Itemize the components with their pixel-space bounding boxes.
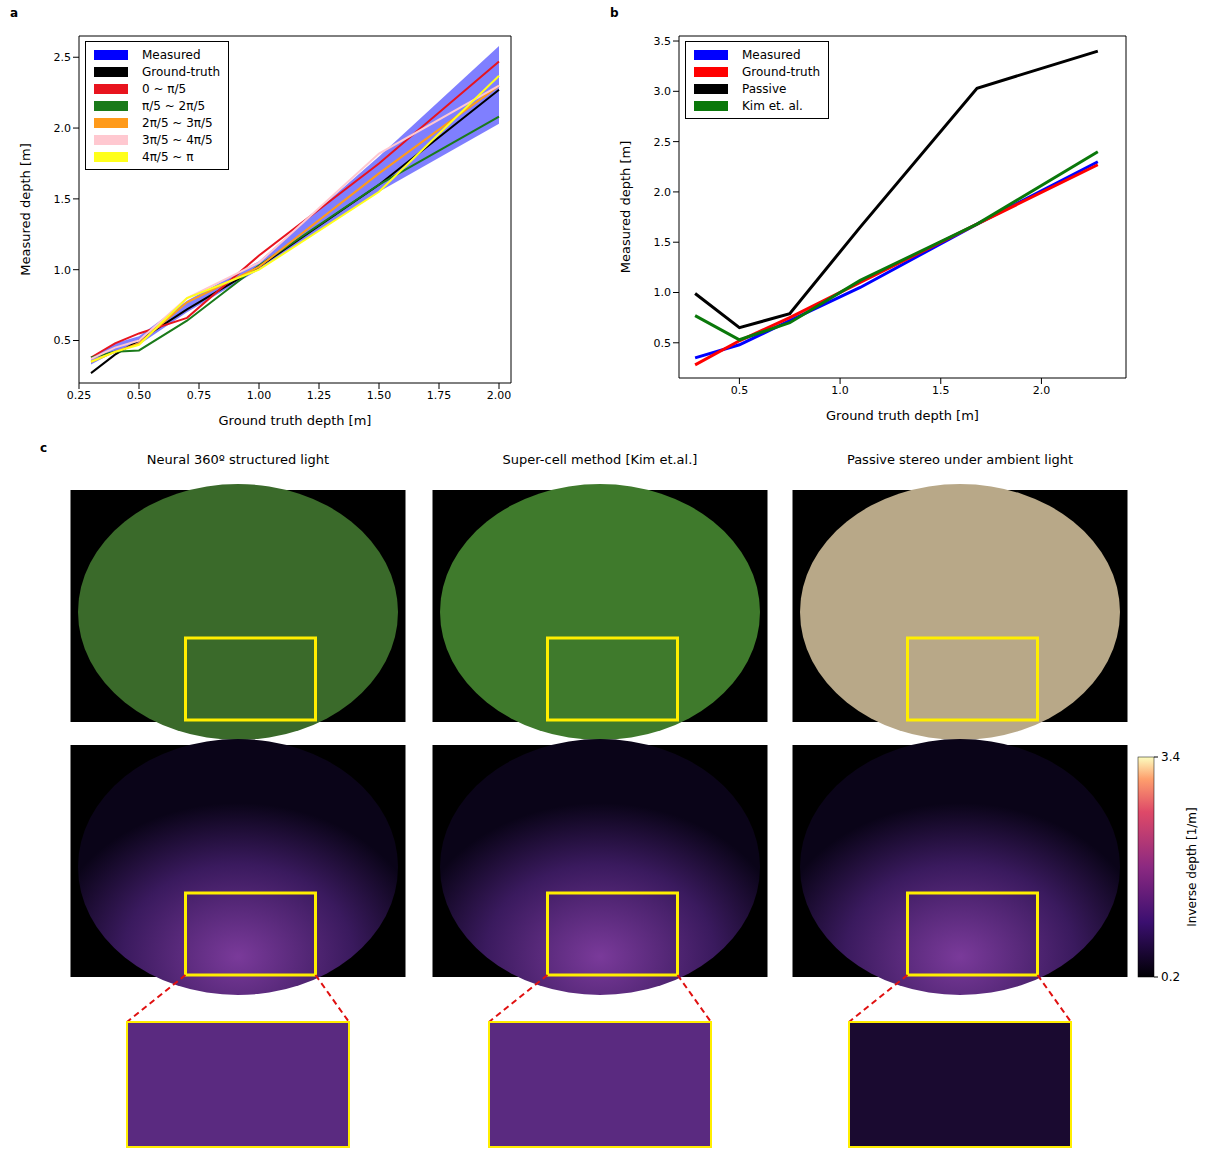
svg-text:c: c <box>40 441 47 455</box>
svg-text:Passive stereo under ambient l: Passive stereo under ambient light <box>847 452 1073 467</box>
svg-text:0.50: 0.50 <box>127 389 152 402</box>
html-text:Ground-truth: Ground-truth <box>142 64 220 79</box>
svg-text:2.5: 2.5 <box>54 51 72 64</box>
svg-text:2.00: 2.00 <box>487 389 512 402</box>
svg-text:1.5: 1.5 <box>54 193 72 206</box>
svg-text:3.4: 3.4 <box>1161 750 1180 764</box>
svg-text:Inverse depth [1/m]: Inverse depth [1/m] <box>1185 807 1199 926</box>
html-text:0 ~ π/5: 0 ~ π/5 <box>142 81 187 96</box>
svg-text:1.25: 1.25 <box>307 389 332 402</box>
svg-text:1.5: 1.5 <box>932 384 950 397</box>
html-text:Measured: Measured <box>742 47 801 62</box>
html-text:4π/5 ~ π: 4π/5 ~ π <box>142 149 194 164</box>
svg-text:1.75: 1.75 <box>427 389 452 402</box>
svg-text:1.0: 1.0 <box>54 264 72 277</box>
html-text:Kim et. al.: Kim et. al. <box>742 98 803 113</box>
svg-text:1.0: 1.0 <box>831 384 849 397</box>
html-text:2π/5 ~ 3π/5: 2π/5 ~ 3π/5 <box>142 115 213 130</box>
html-text:b: b <box>610 6 619 20</box>
svg-text:2.0: 2.0 <box>54 122 72 135</box>
svg-text:Ground truth depth [m]: Ground truth depth [m] <box>219 413 372 428</box>
html-text:a: a <box>10 6 19 20</box>
svg-text:3.0: 3.0 <box>654 85 672 98</box>
svg-text:1.00: 1.00 <box>247 389 272 402</box>
svg-text:Ground truth depth [m]: Ground truth depth [m] <box>826 408 979 423</box>
html-text:Passive: Passive <box>742 81 787 96</box>
svg-text:2.0: 2.0 <box>1033 384 1051 397</box>
svg-text:3.5: 3.5 <box>654 35 672 48</box>
svg-text:Measured depth [m]: Measured depth [m] <box>18 143 33 275</box>
svg-text:Neural 360º structured light: Neural 360º structured light <box>147 452 329 467</box>
svg-text:Measured depth [m]: Measured depth [m] <box>618 141 633 273</box>
svg-text:2.0: 2.0 <box>654 186 672 199</box>
svg-text:0.25: 0.25 <box>67 389 92 402</box>
svg-text:1.0: 1.0 <box>654 286 672 299</box>
svg-text:0.5: 0.5 <box>654 337 672 350</box>
svg-text:1.5: 1.5 <box>654 236 672 249</box>
svg-text:0.2: 0.2 <box>1161 970 1180 984</box>
svg-text:2.5: 2.5 <box>654 136 672 149</box>
svg-text:0.5: 0.5 <box>731 384 749 397</box>
svg-text:0.5: 0.5 <box>54 334 72 347</box>
html-text:3π/5 ~ 4π/5: 3π/5 ~ 4π/5 <box>142 132 213 147</box>
svg-text:1.50: 1.50 <box>367 389 392 402</box>
html-text:Measured: Measured <box>142 47 201 62</box>
html-text:π/5 ~ 2π/5: π/5 ~ 2π/5 <box>142 98 206 113</box>
svg-text:Super-cell method [Kim et.al.]: Super-cell method [Kim et.al.] <box>503 452 698 467</box>
html-text:Ground-truth: Ground-truth <box>742 64 820 79</box>
svg-text:0.75: 0.75 <box>187 389 212 402</box>
